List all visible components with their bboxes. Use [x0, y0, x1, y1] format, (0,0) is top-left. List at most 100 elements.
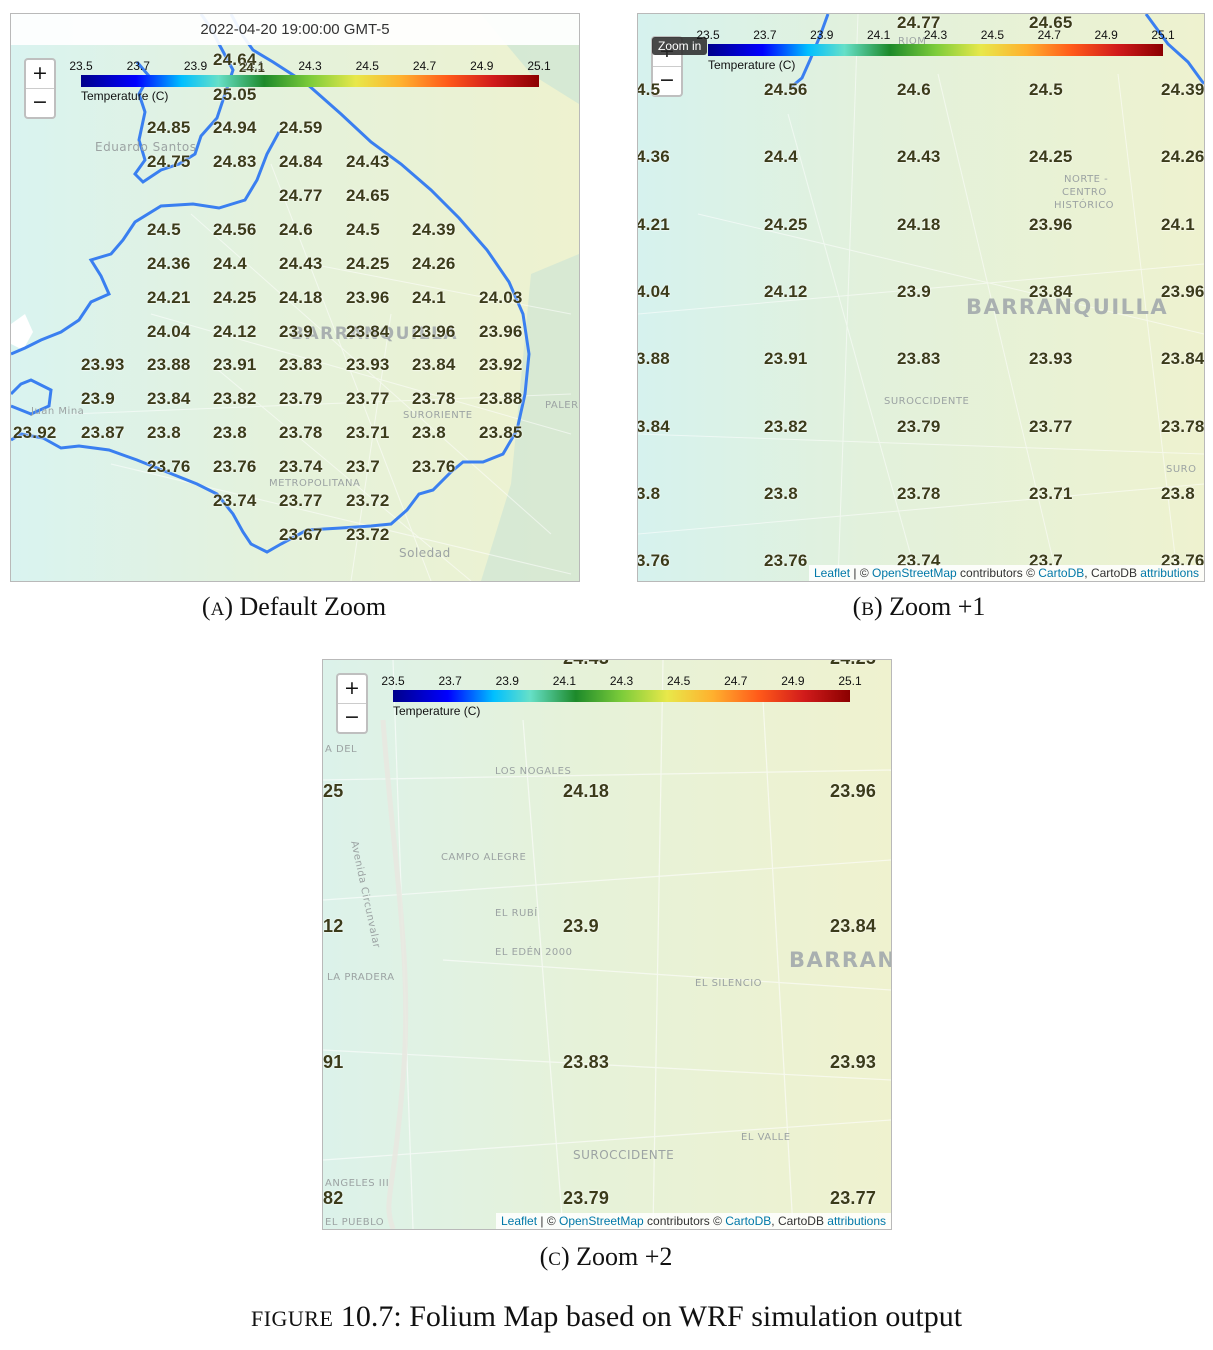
leaflet-link[interactable]: Leaflet	[814, 566, 851, 580]
grid-value: 24.03	[479, 288, 523, 307]
place-label: NORTE -	[1064, 174, 1109, 185]
colorbar-legend: 23.5 23.7 23.9 24.1 24.3 24.5 24.7 24.9 …	[696, 28, 1174, 72]
grid-value: 24.18	[279, 288, 323, 307]
grid-value: 24.26	[1161, 147, 1205, 166]
colorbar-tick: 24.7	[724, 674, 748, 688]
grid-value: 23.8	[764, 484, 798, 503]
place-label: LOS NOGALES	[495, 766, 572, 777]
place-label: SURORIENTE	[403, 410, 473, 421]
grid-value: 3.88	[637, 349, 670, 368]
grid-value: 23.72	[346, 525, 390, 544]
grid-value: 23.96	[1161, 282, 1205, 301]
zoom-control: + −	[336, 673, 368, 734]
map-attribution: Leaflet | © OpenStreetMap contributors ©…	[496, 1213, 891, 1229]
subfigure-caption-c: (C) Zoom +2	[539, 1242, 673, 1271]
grid-value: 91	[323, 1052, 344, 1072]
grid-value: 23.76	[147, 457, 191, 476]
grid-value: 23.96	[479, 322, 523, 341]
colorbar-tick: 24.3	[298, 59, 322, 73]
grid-value: 24.4	[213, 254, 247, 273]
grid-value: 23.84	[1161, 349, 1205, 368]
colorbar-tick: 23.5	[381, 674, 405, 688]
place-label: SUROCCIDENTE	[884, 396, 970, 407]
place-label: BARRANQUILLA	[291, 324, 459, 344]
zoom-out-button[interactable]: −	[338, 703, 366, 732]
grid-value: 23.92	[479, 355, 523, 374]
grid-value: 23.91	[213, 355, 257, 374]
grid-value: 23.76	[764, 551, 808, 570]
figure-caption: FIGURE 10.7: Folium Map based on WRF sim…	[250, 1300, 963, 1333]
map-panel-zoom-plus-2[interactable]: + − 23.5 23.7 23.9 24.1 24.3 24.5 24.7 2…	[322, 659, 892, 1230]
place-label: Juan Mina	[31, 406, 85, 417]
grid-value: 24.75	[147, 152, 191, 171]
grid-value: 24.64	[213, 50, 257, 69]
zoom-in-tooltip: Zoom in	[652, 37, 708, 55]
grid-value: 23.77	[1029, 417, 1073, 436]
colorbar-tick: 24.3	[609, 674, 634, 688]
grid-value: 23.9	[81, 389, 115, 408]
grid-value: 23.87	[81, 423, 125, 442]
grid-value: 24.25	[346, 254, 390, 273]
map-panel-zoom-plus-1[interactable]: + − Zoom in 23.5 23.7 23.9 24.1 24.3 24.…	[637, 13, 1205, 582]
grid-value: 24.56	[213, 220, 257, 239]
grid-value: 23.77	[346, 389, 390, 408]
grid-value: 24.43	[279, 254, 323, 273]
colorbar-tick: 24.5	[980, 28, 1005, 42]
colorbar-title: Temperature (C)	[81, 89, 169, 103]
colorbar-tick: 23.7	[753, 28, 777, 42]
map-basemap	[11, 14, 579, 581]
cartodb-link[interactable]: CartoDB	[1038, 566, 1085, 580]
grid-value: 23.79	[563, 1188, 610, 1208]
grid-value: 23.96	[412, 322, 456, 341]
colorbar-tick: 23.5	[696, 28, 720, 42]
grid-value: 82	[323, 1188, 344, 1208]
attributions-link[interactable]: attributions	[827, 1214, 886, 1228]
grid-value: 24.26	[412, 254, 456, 273]
grid-value: 24.12	[764, 282, 808, 301]
colorbar-tick: 23.9	[495, 674, 519, 688]
map-panel-default-zoom[interactable]: 2022-04-20 19:00:00 GMT-5 + − 23.5 23.7 …	[10, 13, 580, 582]
place-label: CENTRO	[1062, 187, 1107, 198]
openstreetmap-link[interactable]: OpenStreetMap	[559, 1214, 644, 1228]
map-basemap	[638, 14, 1204, 581]
grid-value: 23.77	[279, 491, 323, 510]
colorbar-tick: 23.9	[810, 28, 834, 42]
zoom-in-button[interactable]: +	[32, 62, 48, 84]
colorbar-title: Temperature (C)	[708, 58, 796, 72]
grid-value: 24.4	[764, 147, 798, 166]
grid-value: 24.25	[830, 660, 876, 669]
grid-value: 23.88	[147, 355, 191, 374]
subfigure-caption-b: (B) Zoom +1	[852, 592, 986, 621]
grid-value: 24.83	[213, 152, 257, 171]
place-label: SUROCCIDENTE	[573, 1148, 675, 1162]
grid-value: 23.84	[830, 916, 877, 936]
place-label: EL RUBÍ	[495, 908, 538, 919]
grid-value: 23.83	[897, 349, 941, 368]
colorbar-tick: 23.7	[438, 674, 462, 688]
grid-value: 25.05	[213, 85, 257, 104]
openstreetmap-link[interactable]: OpenStreetMap	[872, 566, 957, 580]
leaflet-link[interactable]: Leaflet	[501, 1214, 538, 1228]
zoom-in-button[interactable]: +	[344, 677, 360, 699]
colorbar-tick: 24.1	[552, 674, 577, 688]
grid-value: 24.25	[213, 288, 257, 307]
grid-value: 23.9	[563, 916, 599, 936]
colorbar-title: Temperature (C)	[393, 704, 481, 718]
zoom-out-button[interactable]: −	[653, 66, 681, 95]
place-label: Soledad	[399, 546, 451, 560]
grid-value: 23.9	[279, 322, 313, 341]
colorbar-tick: 25.1	[527, 59, 551, 73]
zoom-out-button[interactable]: −	[26, 88, 54, 117]
grid-value: 23.8	[147, 423, 181, 442]
grid-value: 23.67	[279, 525, 323, 544]
grid-value: 23.84	[1029, 282, 1073, 301]
colorbar-tick: 24.9	[781, 674, 805, 688]
grid-value: 24.18	[563, 781, 610, 801]
grid-value: 24.39	[412, 220, 456, 239]
grid-value: 24.65	[1029, 13, 1073, 32]
attributions-link[interactable]: attributions	[1140, 566, 1199, 580]
cartodb-link[interactable]: CartoDB	[725, 1214, 772, 1228]
colorbar-tick: 23.9	[183, 59, 208, 73]
grid-value: 24.25	[1029, 147, 1073, 166]
place-label: METROPOLITANA	[269, 478, 361, 489]
